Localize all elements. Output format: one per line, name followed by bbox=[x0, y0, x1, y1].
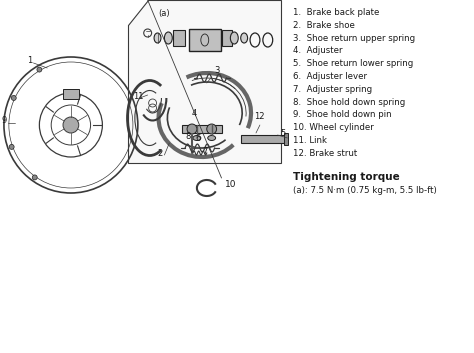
Text: 12: 12 bbox=[254, 112, 264, 121]
Text: 5.  Shoe return lower spring: 5. Shoe return lower spring bbox=[293, 59, 414, 68]
Ellipse shape bbox=[230, 32, 238, 44]
Bar bbox=[241, 135, 285, 143]
Text: 8: 8 bbox=[185, 132, 191, 141]
Bar bbox=[182, 125, 221, 133]
Polygon shape bbox=[128, 0, 281, 163]
Text: 11: 11 bbox=[133, 92, 144, 101]
Text: 2: 2 bbox=[157, 149, 163, 158]
Ellipse shape bbox=[193, 136, 201, 140]
Circle shape bbox=[207, 124, 217, 134]
Ellipse shape bbox=[208, 136, 216, 140]
Text: 8.  Shoe hold down spring: 8. Shoe hold down spring bbox=[293, 97, 406, 107]
Text: 7: 7 bbox=[202, 147, 207, 156]
Circle shape bbox=[63, 117, 79, 133]
Ellipse shape bbox=[241, 33, 247, 43]
Circle shape bbox=[9, 144, 14, 149]
Text: 12. Brake strut: 12. Brake strut bbox=[293, 149, 357, 158]
Bar bbox=[173, 30, 185, 46]
Bar bbox=[283, 133, 289, 145]
Text: 11. Link: 11. Link bbox=[293, 136, 328, 145]
Ellipse shape bbox=[164, 32, 172, 44]
Text: 10. Wheel cylinder: 10. Wheel cylinder bbox=[293, 123, 374, 132]
Text: 5: 5 bbox=[281, 129, 286, 138]
Ellipse shape bbox=[154, 33, 161, 43]
Circle shape bbox=[37, 67, 42, 72]
Text: 9: 9 bbox=[2, 116, 7, 125]
Text: 10: 10 bbox=[225, 180, 236, 189]
Text: 9.  Shoe hold down pin: 9. Shoe hold down pin bbox=[293, 110, 392, 119]
Text: 4: 4 bbox=[192, 109, 197, 118]
Bar bbox=[63, 89, 79, 99]
Circle shape bbox=[11, 95, 16, 101]
Text: 1.  Brake back plate: 1. Brake back plate bbox=[293, 8, 380, 17]
Circle shape bbox=[32, 175, 37, 180]
Bar bbox=[189, 29, 220, 51]
Text: 6: 6 bbox=[195, 134, 201, 143]
Text: 7.  Adjuster spring: 7. Adjuster spring bbox=[293, 85, 373, 94]
Text: (a): (a) bbox=[159, 9, 170, 18]
Text: Tightening torque: Tightening torque bbox=[293, 172, 400, 181]
Bar bbox=[222, 30, 232, 46]
Text: 3.  Shoe return upper spring: 3. Shoe return upper spring bbox=[293, 34, 416, 43]
Text: 1: 1 bbox=[27, 56, 33, 65]
Text: (a): 7.5 N·m (0.75 kg-m, 5.5 lb-ft): (a): 7.5 N·m (0.75 kg-m, 5.5 lb-ft) bbox=[293, 186, 437, 195]
Text: 3: 3 bbox=[215, 66, 220, 75]
Text: 4.  Adjuster: 4. Adjuster bbox=[293, 46, 343, 55]
Circle shape bbox=[187, 124, 197, 134]
Text: 6.  Adjuster lever: 6. Adjuster lever bbox=[293, 72, 367, 81]
Text: 2.  Brake shoe: 2. Brake shoe bbox=[293, 21, 355, 30]
